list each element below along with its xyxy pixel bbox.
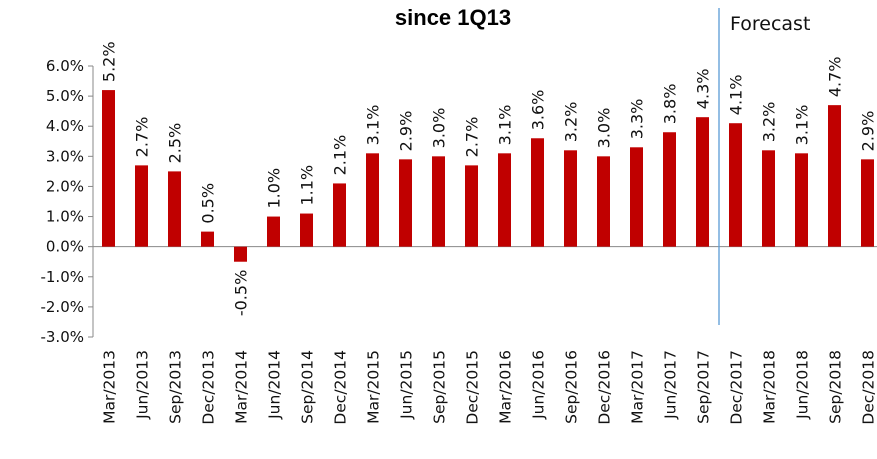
category-label: Sep/2017 [695,350,713,424]
category-label: Jun/2014 [266,350,284,420]
category-axis-labels: Mar/2013 Jun/2013 Sep/2013 Dec/2013 Mar/2014… [101,350,877,425]
category-label: Dec/2014 [332,350,350,425]
category-label: Sep/2016 [563,350,581,424]
data-label: 1.1% [298,165,317,206]
bar [828,105,841,247]
bar [267,216,280,247]
bar [234,246,247,262]
chart-title: since 1Q13 [395,5,511,30]
data-label: 2.1% [331,135,350,176]
y-tick-label: -1.0% [40,268,84,286]
data-label: 1.0% [265,168,284,209]
data-label: 3.3% [628,99,647,140]
data-label: 4.7% [826,56,845,97]
category-label: Mar/2018 [761,350,779,424]
category-label: Dec/2018 [860,350,877,425]
y-tick-label: -2.0% [40,298,84,316]
category-label: Dec/2016 [596,350,614,425]
bar [333,183,346,247]
data-label: 2.9% [397,111,416,152]
data-label: 3.0% [595,108,614,149]
y-tick-label: -3.0% [40,328,84,346]
y-tick-label: 4.0% [46,117,84,135]
bar-series [102,90,874,262]
bar [597,156,610,247]
category-label: Jun/2013 [134,350,152,420]
bar [696,117,709,247]
data-label: 5.2% [100,41,119,82]
data-label: 3.2% [760,102,779,143]
category-label: Mar/2015 [365,350,383,424]
y-axis: 6.0% 5.0% 4.0% 3.0% 2.0% 1.0% 0.0% -1.0% -2.0% -3… [40,57,877,346]
bar [300,213,313,247]
bar [663,132,676,247]
data-label: 3.0% [430,108,449,149]
category-label: Sep/2018 [827,350,845,424]
bar [432,156,445,247]
data-label: 3.1% [793,105,812,146]
y-tick-label: 3.0% [46,147,84,165]
data-label: 4.1% [727,75,746,116]
category-label: Jun/2015 [398,350,416,420]
y-tick-label: 6.0% [46,57,84,75]
y-tick-label: 0.0% [46,238,84,256]
category-label: Dec/2015 [464,350,482,425]
category-label: Mar/2016 [497,350,515,424]
data-label: 2.5% [166,123,185,164]
bar [729,123,742,247]
bar [762,150,775,247]
bar [861,159,874,247]
data-label: 0.5% [199,183,218,224]
y-tick-label: 5.0% [46,87,84,105]
y-tick-label: 2.0% [46,177,84,195]
y-tick-label: 1.0% [46,208,84,226]
bar [795,153,808,247]
data-label: 3.8% [661,84,680,125]
bar [630,147,643,247]
category-label: Jun/2016 [530,350,548,420]
forecast-annotation: Forecast [730,13,810,35]
category-label: Sep/2013 [167,350,185,424]
data-label: 3.2% [562,102,581,143]
category-label: Jun/2018 [794,350,812,420]
data-label: 3.6% [529,90,548,131]
category-label: Mar/2014 [233,350,251,424]
category-label: Sep/2015 [431,350,449,424]
category-label: Mar/2017 [629,350,647,424]
data-label: 2.7% [133,117,152,158]
bar [201,231,214,247]
bar [498,153,511,247]
bar [168,171,181,247]
bar [465,165,478,247]
category-label: Dec/2017 [728,350,746,425]
data-label: 3.1% [496,105,515,146]
data-label: 2.7% [463,117,482,158]
category-label: Mar/2013 [101,350,119,424]
bar [399,159,412,247]
data-label: 4.3% [694,69,713,110]
data-label: 2.9% [859,111,877,152]
data-label: -0.5% [232,270,251,316]
category-label: Sep/2014 [299,350,317,424]
data-labels: 5.2% 2.7% 2.5% 0.5% -0.5% 1.0% 1.1% 2.1% 3.1% 2.9… [100,41,877,316]
bar [135,165,148,247]
category-label: Jun/2017 [662,350,680,420]
bar [531,138,544,247]
bar [102,90,115,247]
bar [564,150,577,247]
data-label: 3.1% [364,105,383,146]
bar [366,153,379,247]
category-label: Dec/2013 [200,350,218,425]
